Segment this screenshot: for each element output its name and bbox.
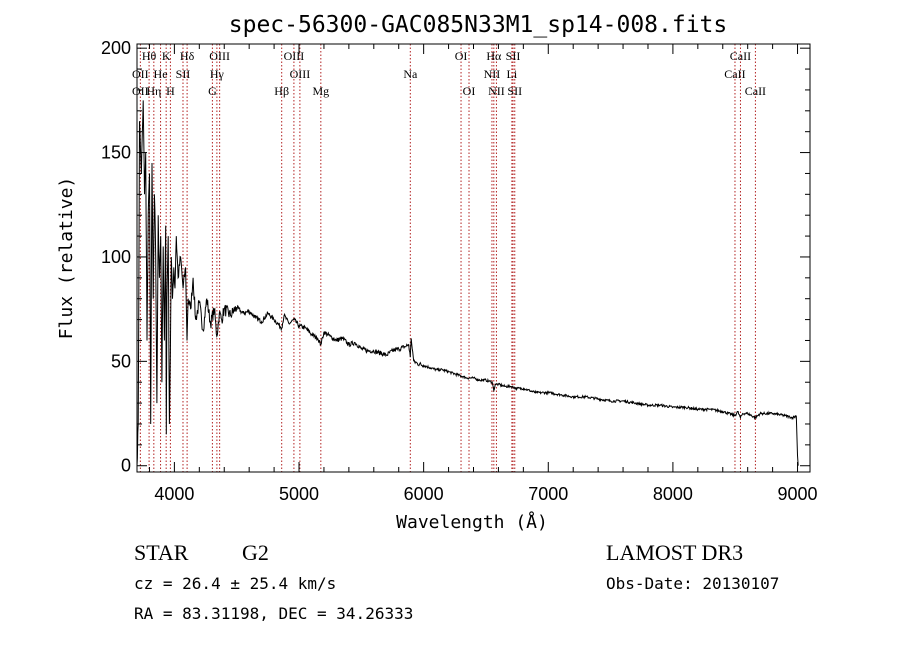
line-label-17: OI — [455, 49, 468, 63]
object-type: STAR — [134, 540, 189, 565]
line-label-19: Hα — [486, 49, 502, 63]
spectrum-line — [136, 100, 799, 466]
line-label-20: SII — [506, 49, 521, 63]
x-tick-label-4000: 4000 — [154, 484, 194, 504]
line-label-25: CaII — [730, 49, 751, 63]
line-label-13: OIII — [284, 49, 305, 63]
x-tick-label-6000: 6000 — [404, 484, 444, 504]
line-label-26: CaII — [724, 67, 745, 81]
line-label-0: Hθ — [142, 49, 157, 63]
line-label-11: G — [208, 84, 217, 98]
x-tick-label-8000: 8000 — [653, 484, 693, 504]
y-tick-label-0: 0 — [121, 456, 131, 476]
line-label-23: NII — [488, 84, 505, 98]
plot-frame — [136, 43, 811, 473]
line-label-24: SII — [507, 84, 522, 98]
line-label-5: K — [162, 49, 171, 63]
y-tick-label-200: 200 — [101, 38, 131, 58]
line-label-21: NII — [484, 67, 501, 81]
obs-date: Obs-Date: 20130107 — [606, 574, 779, 593]
subclass: G2 — [242, 540, 269, 565]
line-label-15: Mg — [312, 84, 329, 98]
line-label-2: He — [154, 67, 168, 81]
x-axis-label: Wavelength (Å) — [396, 511, 548, 533]
line-label-6: H — [166, 84, 175, 98]
line-label-18: OI — [463, 84, 476, 98]
line-label-9: OIII — [209, 49, 230, 63]
line-label-8: Hδ — [180, 49, 195, 63]
y-tick-label-150: 150 — [101, 143, 131, 163]
coordinates: RA = 83.31198, DEC = 34.26333 — [134, 604, 413, 623]
x-tick-label-9000: 9000 — [778, 484, 818, 504]
y-axis-label: Flux (relative) — [56, 177, 77, 340]
x-tick-label-5000: 5000 — [279, 484, 319, 504]
line-markers — [139, 44, 756, 472]
y-tick-label-50: 50 — [111, 351, 131, 371]
line-label-1: OII — [132, 67, 149, 81]
line-label-16: Na — [403, 67, 418, 81]
line-label-4: Hη — [146, 84, 161, 98]
line-label-10: Hγ — [210, 67, 225, 81]
x-axis-ticks: 4000 5000 6000 7000 8000 9000 — [148, 44, 818, 504]
line-label-27: CaII — [745, 84, 766, 98]
line-label-3: OII — [132, 84, 149, 98]
spectrum-series — [136, 100, 799, 466]
chart-title: spec-56300-GAC085N33M1_sp14-008.fits — [229, 12, 728, 38]
y-tick-label-100: 100 — [101, 247, 131, 267]
line-label-22: Li — [507, 67, 518, 81]
redshift-info: cz = 26.4 ± 25.4 km/s — [134, 574, 336, 593]
x-tick-label-7000: 7000 — [528, 484, 568, 504]
y-axis-ticks: 0 50 100 150 200 — [101, 38, 810, 476]
line-label-7: SII — [176, 67, 191, 81]
line-label-12: Hβ — [274, 84, 289, 98]
line-label-14: OIII — [290, 67, 311, 81]
survey-name: LAMOST DR3 — [606, 540, 743, 565]
